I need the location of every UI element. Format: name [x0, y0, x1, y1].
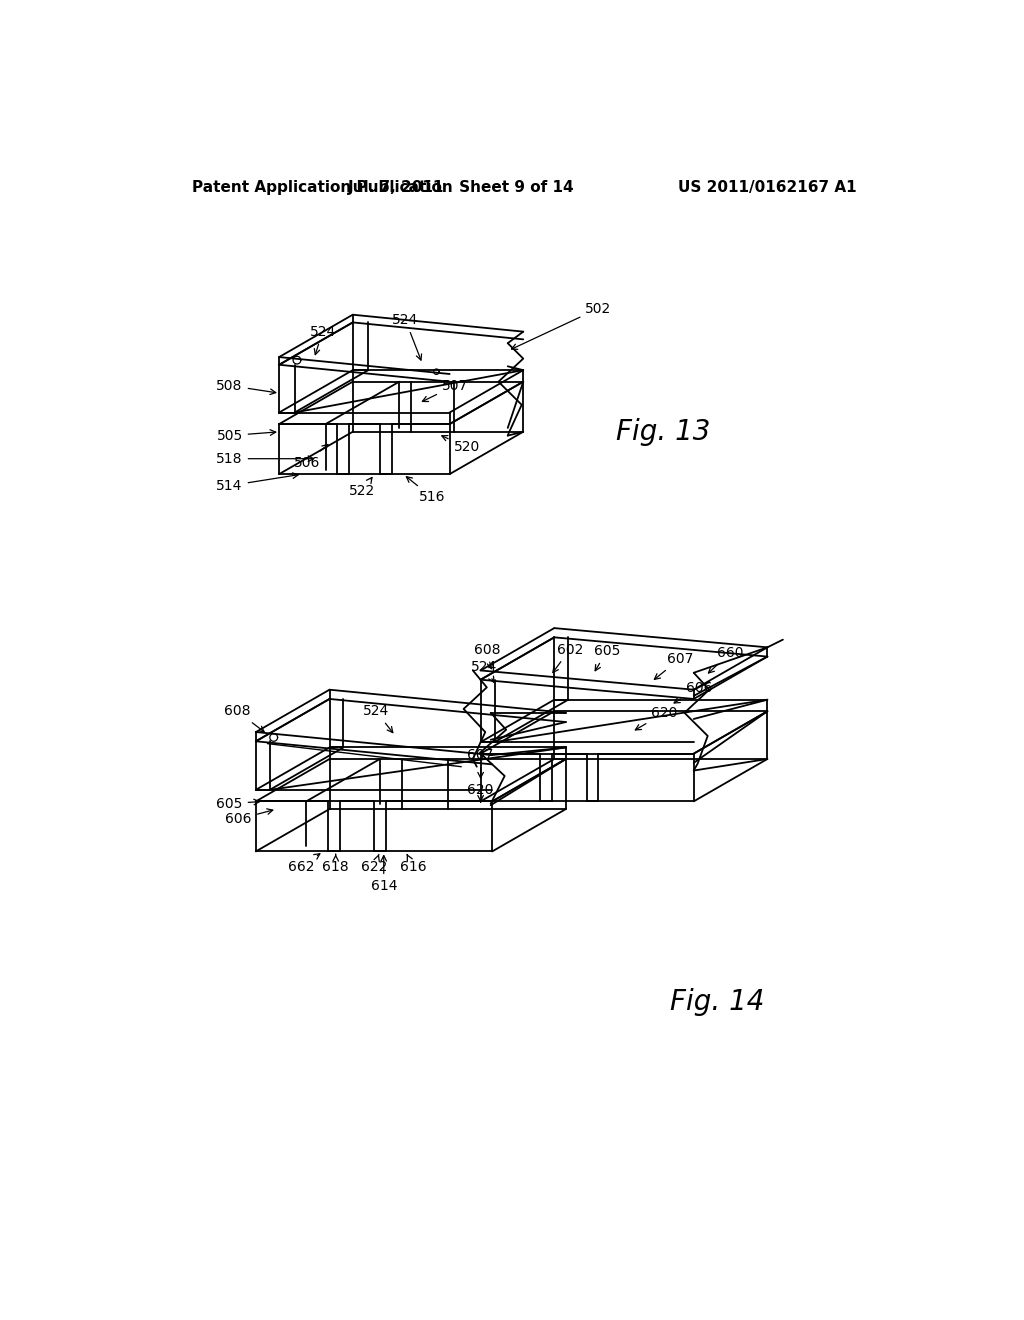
Text: 607: 607 [654, 652, 693, 680]
Text: 518: 518 [216, 451, 313, 466]
Text: 514: 514 [216, 473, 298, 492]
Text: 508: 508 [216, 379, 275, 395]
Text: Patent Application Publication: Patent Application Publication [193, 180, 453, 195]
Text: 506: 506 [294, 445, 328, 470]
Text: 507: 507 [422, 379, 468, 401]
Text: 607: 607 [467, 748, 494, 777]
Text: 502: 502 [512, 301, 611, 350]
Text: 608: 608 [224, 705, 264, 731]
Text: 524: 524 [309, 325, 336, 355]
Text: Jul. 7, 2011   Sheet 9 of 14: Jul. 7, 2011 Sheet 9 of 14 [348, 180, 574, 195]
Text: 602: 602 [553, 643, 583, 672]
Text: 524: 524 [392, 313, 422, 360]
Text: 524: 524 [471, 660, 498, 682]
Text: 662: 662 [288, 854, 319, 874]
Text: 608: 608 [473, 643, 500, 669]
Text: 620: 620 [467, 783, 494, 803]
Text: 524: 524 [362, 705, 393, 733]
Text: 616: 616 [400, 854, 427, 874]
Text: Fig. 13: Fig. 13 [615, 417, 710, 446]
Text: 605: 605 [216, 797, 259, 810]
Text: 660: 660 [709, 645, 743, 673]
Text: 620: 620 [635, 706, 678, 730]
Text: 606: 606 [674, 681, 713, 704]
Text: 522: 522 [349, 478, 375, 498]
Text: 606: 606 [225, 809, 272, 826]
Text: US 2011/0162167 A1: US 2011/0162167 A1 [678, 180, 856, 195]
Text: 505: 505 [216, 429, 275, 442]
Text: 614: 614 [371, 855, 397, 894]
Text: 605: 605 [594, 644, 621, 671]
Text: 618: 618 [323, 854, 349, 874]
Text: 520: 520 [441, 436, 480, 454]
Text: 622: 622 [361, 854, 388, 874]
Text: Fig. 14: Fig. 14 [670, 987, 764, 1015]
Text: 516: 516 [407, 477, 445, 504]
